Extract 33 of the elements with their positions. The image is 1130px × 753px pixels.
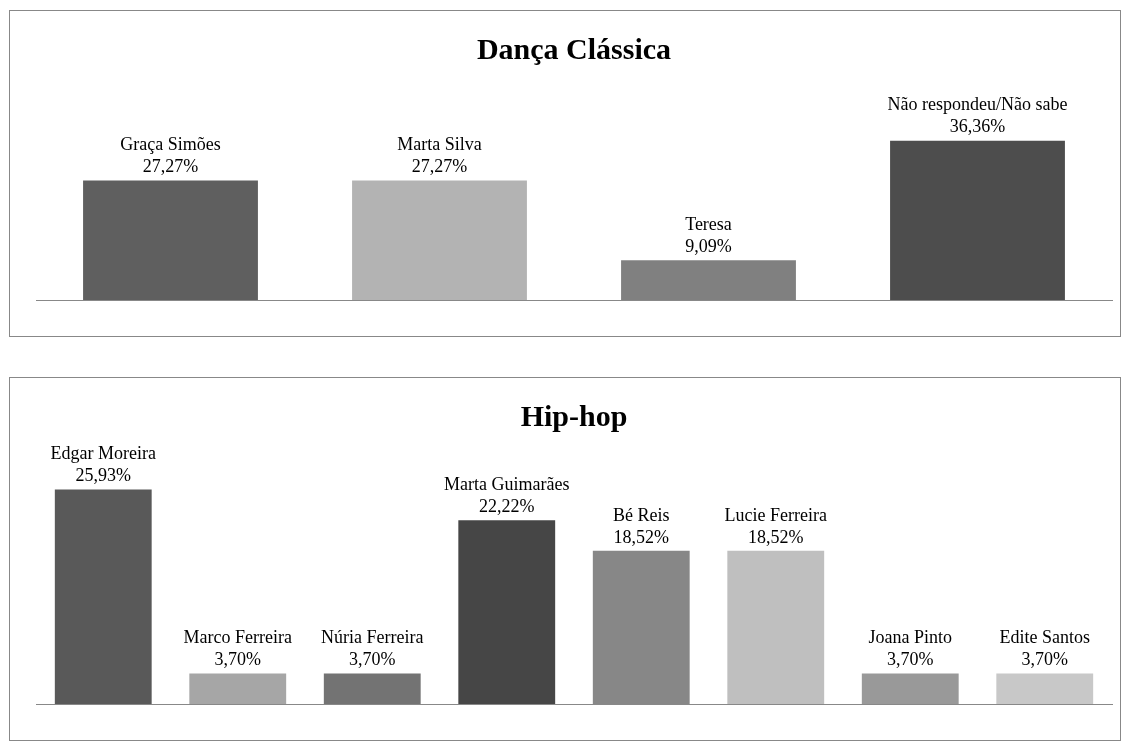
- category-label: Marta Silva: [397, 134, 482, 155]
- data-label: 9,09%: [685, 235, 732, 256]
- data-label: 27,27%: [411, 156, 468, 177]
- bar: [458, 520, 556, 704]
- data-label: 27,27%: [142, 156, 199, 177]
- bar: [996, 673, 1094, 704]
- data-label: 36,36%: [949, 116, 1006, 137]
- data-label: 18,52%: [613, 526, 669, 547]
- category-label: Núria Ferreira: [321, 627, 424, 648]
- category-label: Graça Simões: [120, 134, 221, 155]
- category-label: Não respondeu/Não sabe: [887, 94, 1068, 115]
- bar: [189, 673, 287, 704]
- category-label: Teresa: [685, 213, 732, 234]
- data-label: 3,70%: [349, 649, 396, 670]
- chart-title: Hip-hop: [520, 398, 628, 432]
- bar: [323, 673, 421, 704]
- category-label: Edgar Moreira: [50, 443, 156, 464]
- chart-title: Dança Clássica: [476, 31, 672, 65]
- data-label: 3,70%: [214, 649, 261, 670]
- category-label: Bé Reis: [613, 504, 670, 525]
- bar: [861, 673, 959, 704]
- category-label: Edite Santos: [999, 627, 1090, 648]
- category-label: Joana Pinto: [868, 627, 952, 648]
- category-label: Marta Guimarães: [444, 474, 570, 495]
- category-label: Lucie Ferreira: [724, 504, 827, 525]
- data-label: 3,70%: [1021, 649, 1068, 670]
- category-label: Marco Ferreira: [183, 627, 292, 648]
- bar: [54, 489, 152, 704]
- data-label: 3,70%: [887, 649, 934, 670]
- data-label: 22,22%: [479, 496, 535, 517]
- data-label: 25,93%: [75, 465, 131, 486]
- bar: [727, 550, 825, 704]
- data-label: 18,52%: [748, 526, 804, 547]
